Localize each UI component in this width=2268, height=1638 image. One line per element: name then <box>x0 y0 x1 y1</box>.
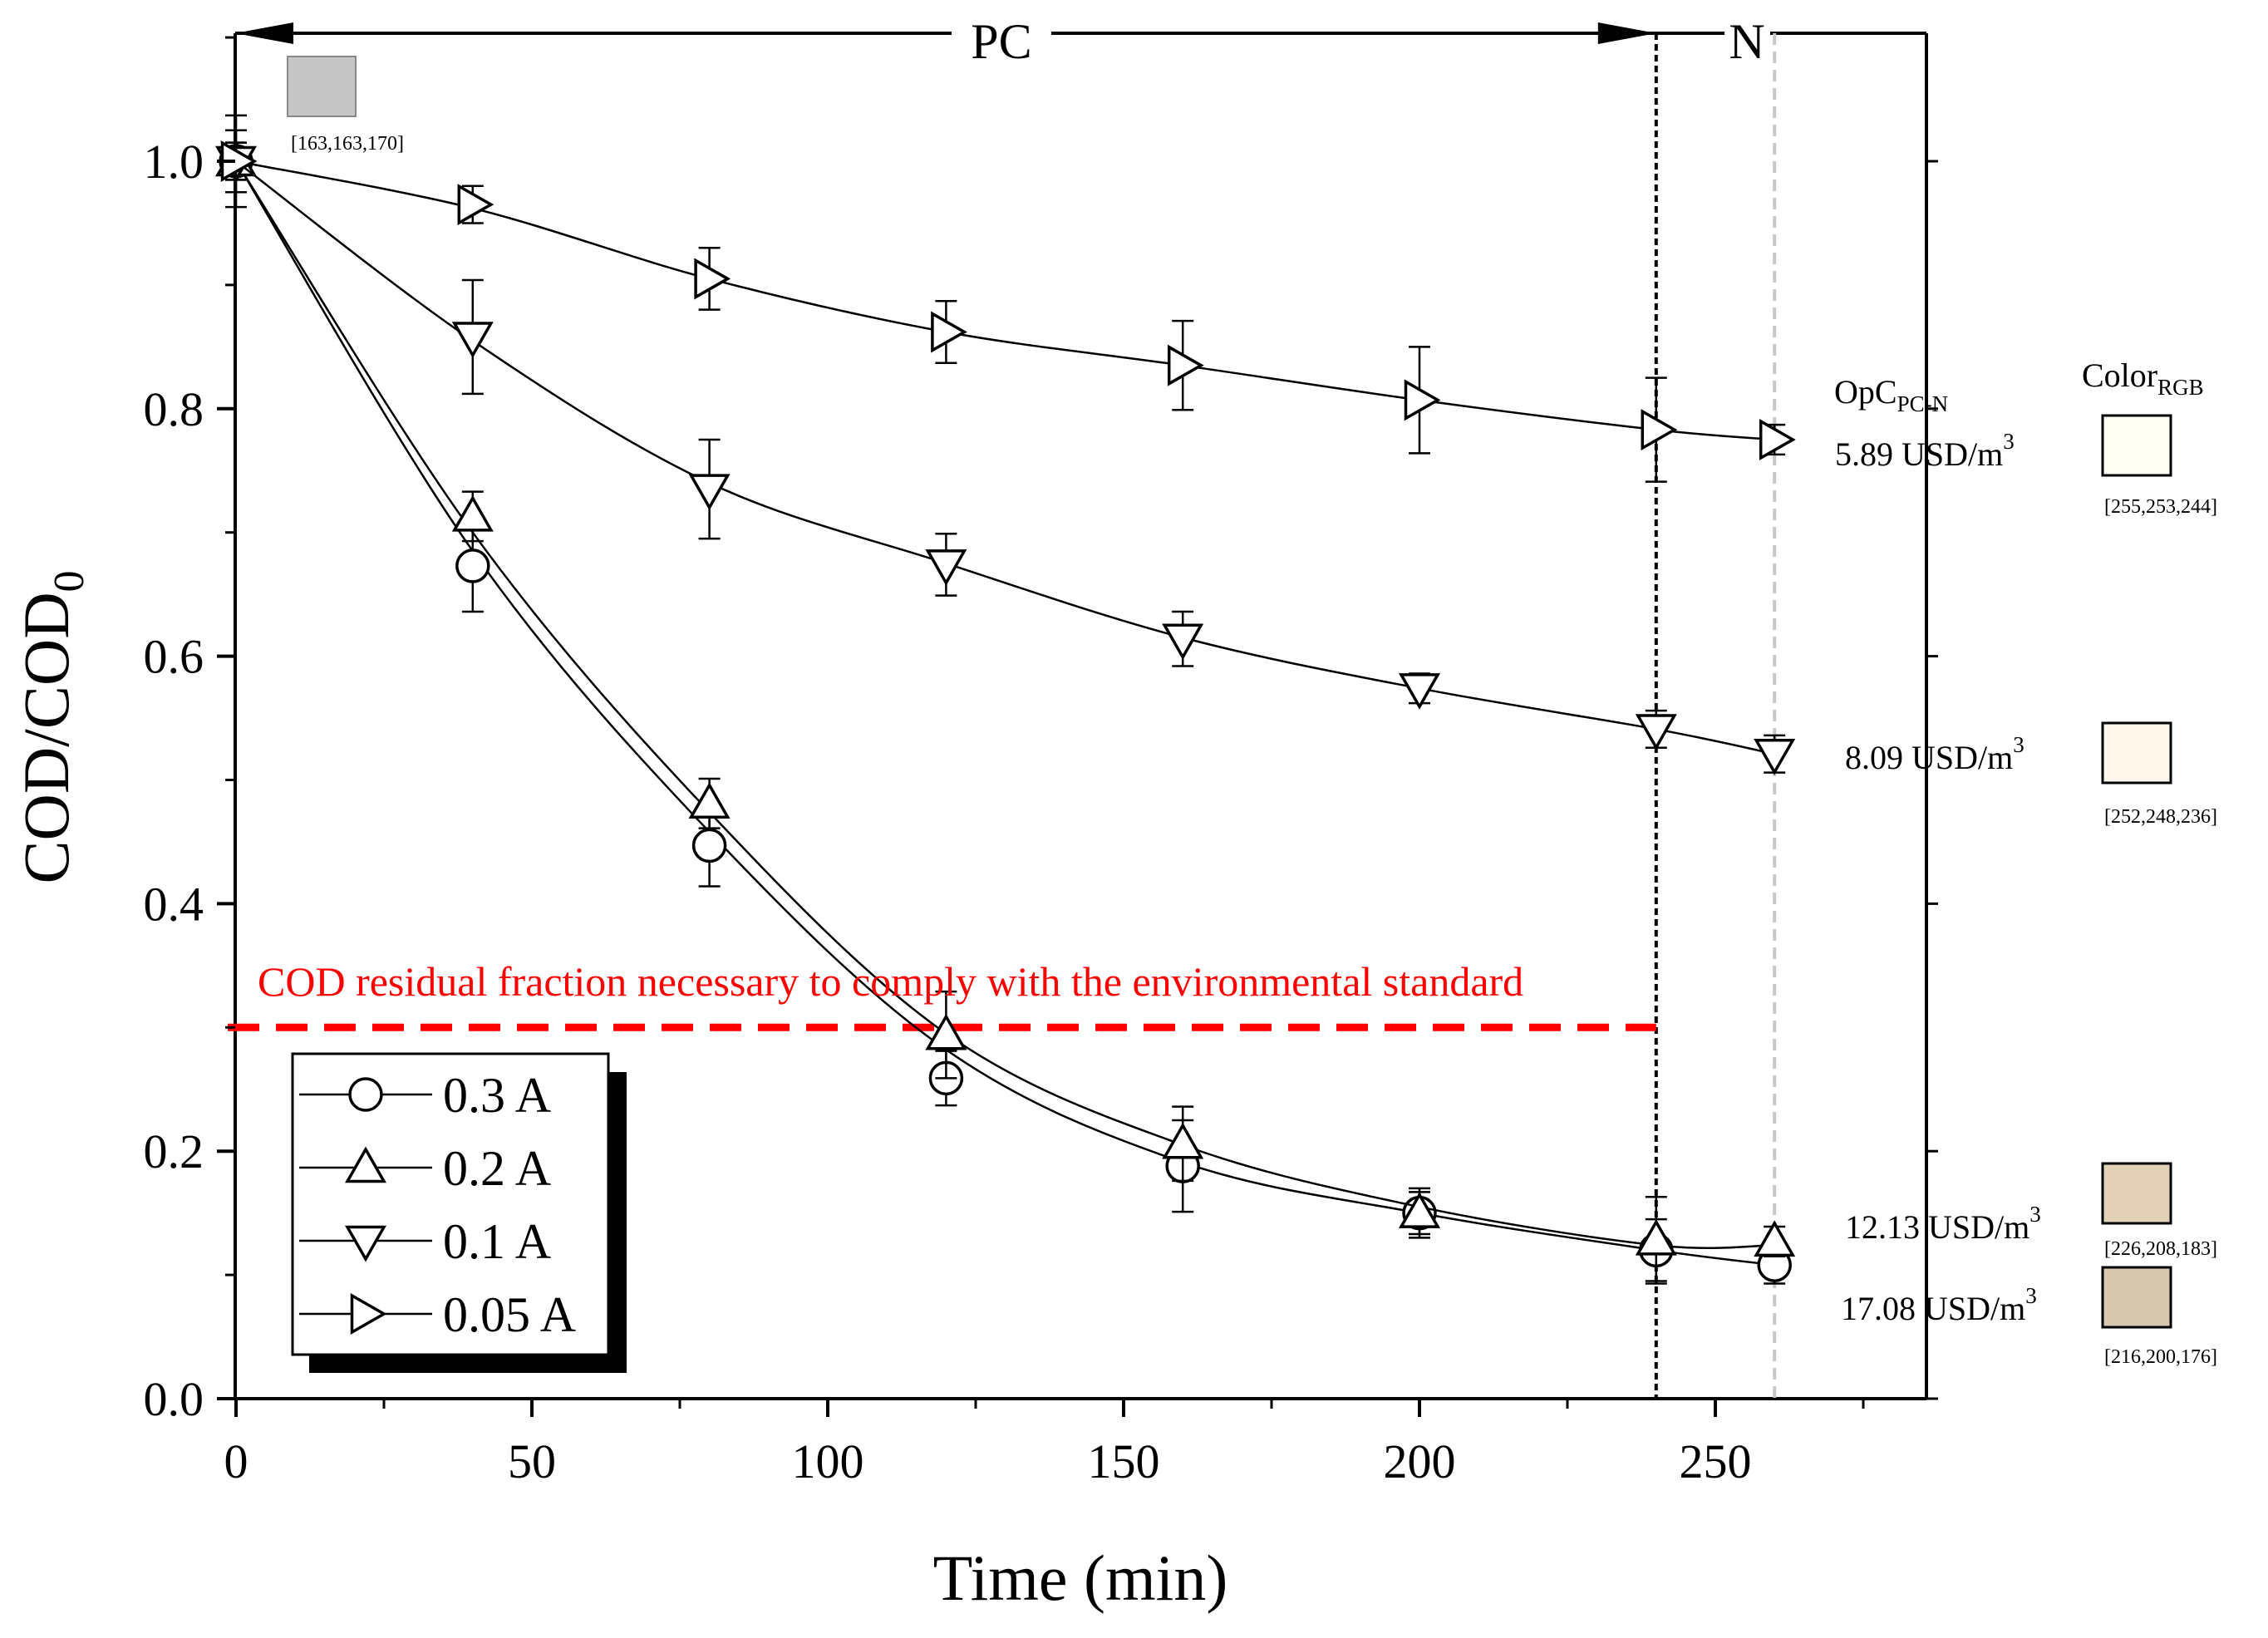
cost-header-main: OpC <box>1834 373 1897 411</box>
plot-frame <box>234 22 1928 1400</box>
data-point-02a <box>688 782 731 819</box>
data-point-02a <box>1635 1218 1677 1256</box>
x-tick-label: 250 <box>1680 1434 1752 1488</box>
y-tick-label: 0.6 <box>144 630 204 684</box>
x-tick-label: 200 <box>1384 1434 1456 1488</box>
data-point-01a <box>1635 714 1677 750</box>
color-header-sub: RGB <box>2157 375 2204 400</box>
series-line-005a <box>235 160 1775 441</box>
cost-header-sub: PC-N <box>1897 391 1949 416</box>
data-point-005a <box>1759 419 1796 461</box>
data-point-01a <box>1754 738 1796 775</box>
x-tick-label: 150 <box>1088 1434 1160 1488</box>
data-point-02a <box>1398 1192 1441 1228</box>
data-point-02a <box>1162 1122 1204 1159</box>
data-point-01a <box>1398 673 1441 710</box>
data-point-005a <box>1167 344 1204 386</box>
y-tick-label: 0.4 <box>144 877 204 931</box>
series-005a <box>220 114 1796 483</box>
region-label-n: N <box>1729 14 1764 69</box>
y-tick-label: 0.0 <box>144 1372 204 1426</box>
legend-label: 0.3 A <box>443 1068 551 1123</box>
legend-label: 0.1 A <box>443 1214 551 1269</box>
legend-items: 0.3 A 0.2 A 0.1 A 0.05 A <box>299 1068 576 1342</box>
data-point-02a <box>925 1013 967 1050</box>
axes-layer: 0 50 100 150 200 250 0.0 0.2 0.4 0.6 0.8 1.0 <box>144 36 1938 1488</box>
data-point-005a <box>1404 379 1441 421</box>
data-point-02a <box>451 494 494 532</box>
data-point-01a <box>925 549 967 586</box>
data-point-005a <box>931 311 967 353</box>
y-tick-label: 1.0 <box>144 135 204 189</box>
data-point-005a <box>694 258 731 300</box>
data-point-03a <box>455 548 490 583</box>
pc-arrow-right <box>1597 22 1656 44</box>
region-label-pc: PC <box>971 14 1031 69</box>
legend-marker <box>344 1146 387 1183</box>
data-point-01a <box>688 474 731 511</box>
swatch-01a-rgb: [252,248,236] <box>2104 806 2217 828</box>
x-tick-label: 0 <box>224 1434 248 1488</box>
swatch-005a-rgb: [255,253,244] <box>2104 496 2217 518</box>
swatch-03a <box>2101 1266 2172 1329</box>
y-axis-title-sub: 0 <box>46 570 93 592</box>
cost-label-02a-sup: 3 <box>2029 1202 2041 1227</box>
data-point-005a <box>457 184 494 226</box>
cost-header: OpCPC-N <box>1834 373 1948 416</box>
cost-label-005a: 5.89 USD/m3 <box>1835 429 2015 473</box>
legend-marker <box>350 1292 387 1335</box>
series-01a <box>214 141 1796 775</box>
x-tick-label: 50 <box>508 1434 556 1488</box>
reference-line-label: COD residual fraction necessary to compl… <box>258 958 1523 1005</box>
cost-label-02a-text: 12.13 USD/m <box>1845 1208 2029 1246</box>
color-header: ColorRGB <box>2082 357 2204 400</box>
x-tick-label: 100 <box>792 1434 864 1488</box>
cost-label-01a: 8.09 USD/m3 <box>1845 732 2024 776</box>
color-header-main: Color <box>2082 357 2157 394</box>
legend-label: 0.2 A <box>443 1141 551 1196</box>
data-point-005a <box>1641 409 1678 451</box>
data-point-01a <box>1162 623 1204 661</box>
legend-label: 0.05 A <box>443 1287 576 1342</box>
series-line-01a <box>235 160 1775 755</box>
data-point-03a <box>691 828 727 863</box>
legend-marker <box>348 1077 383 1112</box>
y-axis-title-main: COD/COD <box>10 592 82 883</box>
legend-marker <box>344 1225 387 1262</box>
cost-label-03a-sup: 3 <box>2025 1283 2037 1308</box>
cost-label-005a-sup: 3 <box>2003 429 2015 454</box>
swatch-01a <box>2101 721 2172 785</box>
cost-label-01a-sup: 3 <box>2013 732 2024 757</box>
y-axis-title: COD/COD0 <box>10 570 93 883</box>
cost-label-02a: 12.13 USD/m3 <box>1845 1202 2041 1246</box>
cost-label-03a-text: 17.08 USD/m <box>1841 1290 2025 1327</box>
x-axis-title: Time (min) <box>933 1542 1228 1614</box>
swatch-005a <box>2101 414 2172 477</box>
cost-label-03a: 17.08 USD/m3 <box>1841 1283 2037 1327</box>
swatch-02a <box>2101 1162 2172 1225</box>
pc-arrow-left <box>235 22 293 44</box>
cost-label-005a-text: 5.89 USD/m <box>1835 435 2003 473</box>
data-point-02a <box>1754 1220 1796 1257</box>
y-tick-label: 0.2 <box>144 1124 204 1178</box>
legend: 0.3 A 0.2 A 0.1 A 0.05 A <box>291 1052 627 1373</box>
series-layer <box>214 114 1796 1285</box>
swatch-02a-rgb: [226,208,183] <box>2104 1238 2217 1260</box>
legend-box <box>291 1052 610 1356</box>
y-tick-label: 0.8 <box>144 382 204 436</box>
cost-label-01a-text: 8.09 USD/m <box>1845 739 2013 776</box>
swatch-initial <box>287 56 357 117</box>
swatch-03a-rgb: [216,200,176] <box>2104 1346 2217 1368</box>
data-point-01a <box>451 322 494 358</box>
swatch-initial-rgb: [163,163,170] <box>291 133 404 155</box>
